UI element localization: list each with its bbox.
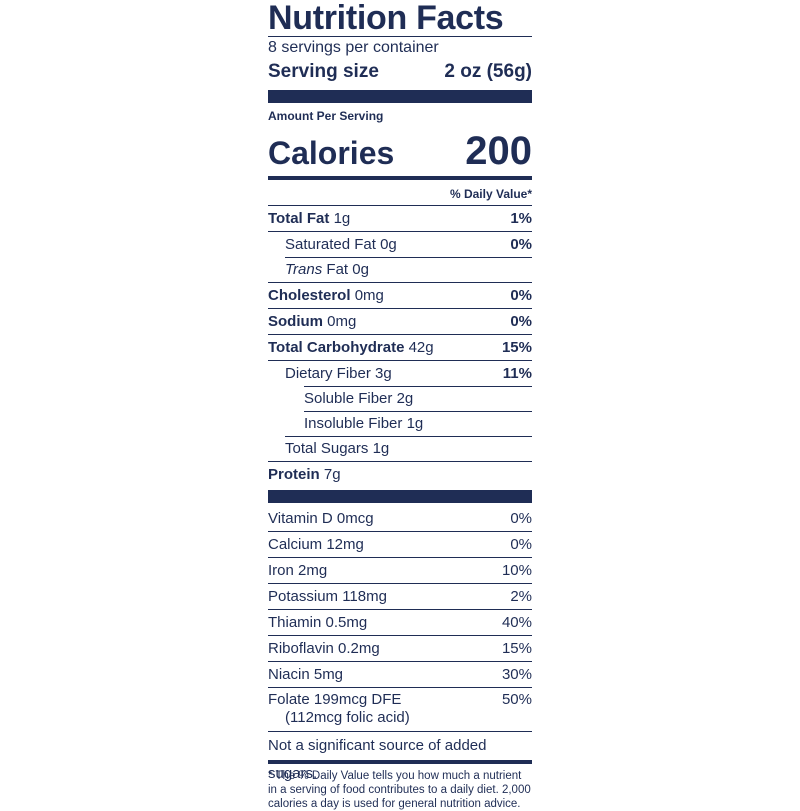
nutrient-amount: 0mg	[327, 313, 357, 330]
vitamin-text: Potassium 118mg	[268, 588, 387, 605]
nutrient-row-sodium: Sodium 0mg 0%	[268, 308, 532, 334]
vitamin-list: Vitamin D 0mcg 0% Calcium 12mg 0% Iron 2…	[268, 503, 532, 731]
vitamin-dv: 0%	[510, 536, 532, 553]
vitamin-row: Thiamin 0.5mg 40%	[268, 609, 532, 635]
vitamin-dv: 10%	[501, 562, 532, 579]
vitamin-text: Folate 199mcg DFE	[268, 691, 402, 708]
divider	[268, 36, 532, 37]
added-sugars-note: Not a significant source of added sugars…	[268, 737, 487, 782]
nutrient-dv: 1%	[510, 210, 532, 227]
nutrient-amount: 1g	[406, 415, 424, 432]
daily-value-header: % Daily Value*	[449, 187, 532, 201]
vitamin-text: Calcium 12mg	[268, 536, 364, 553]
nutrient-name: Cholesterol	[268, 287, 351, 304]
nutrient-amount: 2g	[396, 390, 414, 407]
nutrient-name: Insoluble Fiber	[304, 415, 403, 432]
serving-size-value: 2 oz (56g)	[444, 61, 532, 82]
nutrient-amount: 42g	[408, 339, 434, 356]
vitamin-row: Potassium 118mg 2%	[268, 583, 532, 609]
servings-per-container: 8 servings per container	[268, 39, 439, 56]
serving-size-label: Serving size	[268, 61, 379, 82]
vitamin-row: Riboflavin 0.2mg 15%	[268, 635, 532, 661]
vitamin-subtext: (112mcg folic acid)	[285, 709, 410, 726]
calories-value: 200	[465, 129, 532, 173]
nutrient-row-saturated-fat: Saturated Fat 0g 0%	[268, 231, 532, 257]
nutrient-dv: 15%	[501, 339, 532, 356]
nutrient-amount: 0mg	[354, 287, 384, 304]
vitamin-row: Iron 2mg 10%	[268, 557, 532, 583]
nutrient-name: Trans	[285, 261, 323, 278]
nutrient-name: Total Carbohydrate	[268, 339, 405, 356]
nutrient-name: Total Sugars	[285, 440, 369, 457]
amount-per-serving: Amount Per Serving	[268, 109, 384, 123]
nutrient-row-insoluble-fiber: Insoluble Fiber 1g	[268, 411, 532, 436]
nutrient-row-total-sugars: Total Sugars 1g	[268, 436, 532, 461]
vitamin-row: Folate 199mcg DFE (112mcg folic acid) 50…	[268, 687, 532, 731]
thick-divider	[268, 490, 532, 503]
vitamin-dv: 40%	[501, 614, 532, 631]
nutrient-name: Protein	[268, 466, 320, 483]
nutrition-facts-label: Nutrition Facts 8 servings per container…	[268, 0, 532, 811]
vitamin-text: Vitamin D 0mcg	[268, 510, 374, 527]
medium-divider	[268, 176, 532, 180]
vitamin-dv: 30%	[501, 666, 532, 683]
vitamin-dv: 50%	[501, 691, 532, 708]
vitamin-text: Iron 2mg	[268, 562, 328, 579]
nutrient-amount: 7g	[323, 466, 341, 483]
medium-divider	[268, 760, 532, 764]
nutrient-amount: 1g	[372, 440, 390, 457]
serving-size-row: Serving size 2 oz (56g)	[268, 59, 532, 85]
nutrient-name: Soluble Fiber	[304, 390, 393, 407]
vitamin-row: Calcium 12mg 0%	[268, 531, 532, 557]
label-title: Nutrition Facts	[268, 0, 504, 37]
nutrient-name: Dietary Fiber	[285, 365, 371, 382]
nutrient-row-cholesterol: Cholesterol 0mg 0%	[268, 282, 532, 308]
vitamin-text-block: Folate 199mcg DFE (112mcg folic acid)	[268, 691, 410, 727]
nutrient-row-trans-fat: Trans Fat 0g	[268, 257, 532, 282]
nutrient-name: Sodium	[268, 313, 323, 330]
vitamin-dv: 15%	[501, 640, 532, 657]
nutrient-amount: 1g	[333, 210, 351, 227]
nutrient-dv: 0%	[510, 313, 532, 330]
nutrient-row-dietary-fiber: Dietary Fiber 3g 11%	[268, 360, 532, 386]
vitamin-dv: 0%	[510, 510, 532, 527]
thick-divider	[268, 90, 532, 103]
nutrient-amount: Fat 0g	[326, 261, 369, 278]
nutrient-dv: 11%	[502, 365, 532, 382]
nutrient-dv: 0%	[510, 287, 532, 304]
vitamin-dv: 2%	[510, 588, 532, 605]
vitamin-row: Niacin 5mg 30%	[268, 661, 532, 687]
nutrient-dv: 0%	[510, 236, 532, 253]
nutrient-amount: 0g	[380, 236, 397, 253]
vitamin-text: Riboflavin 0.2mg	[268, 640, 380, 657]
nutrient-row-soluble-fiber: Soluble Fiber 2g	[268, 386, 532, 411]
vitamin-row: Vitamin D 0mcg 0%	[268, 506, 532, 531]
nutrient-row-total-carbohydrate: Total Carbohydrate 42g 15%	[268, 334, 532, 360]
divider	[268, 731, 532, 732]
calories-label: Calories	[268, 135, 395, 171]
daily-value-footnote: * The % Daily Value tells you how much a…	[268, 770, 531, 810]
nutrient-name: Total Fat	[268, 210, 330, 227]
vitamin-text: Niacin 5mg	[268, 666, 344, 683]
nutrient-row-protein: Protein 7g	[268, 461, 532, 487]
nutrient-row-total-fat: Total Fat 1g 1%	[268, 205, 532, 231]
vitamin-text: Thiamin 0.5mg	[268, 614, 368, 631]
nutrient-name: Saturated Fat	[285, 236, 376, 253]
nutrient-amount: 3g	[375, 365, 392, 382]
calories-row: Calories 200	[268, 125, 532, 173]
